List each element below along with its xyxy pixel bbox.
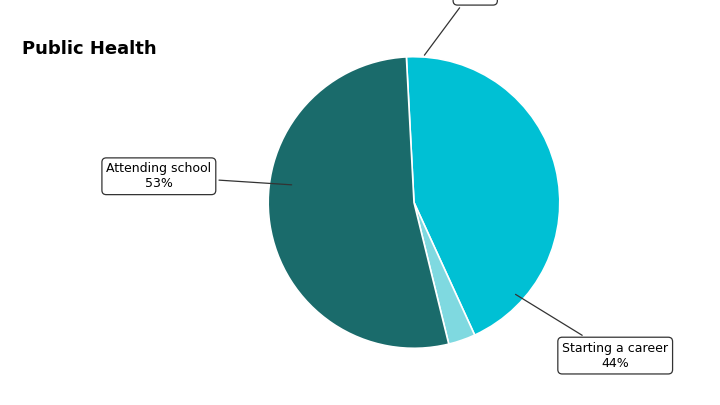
Text: Starting a career
44%: Starting a career 44% [516,294,668,370]
Wedge shape [414,202,474,344]
Text: Public Health: Public Health [22,40,156,58]
Wedge shape [406,57,559,335]
Text: Other
3%: Other 3% [424,0,493,55]
Wedge shape [269,57,449,348]
Text: Attending school
53%: Attending school 53% [107,162,292,190]
